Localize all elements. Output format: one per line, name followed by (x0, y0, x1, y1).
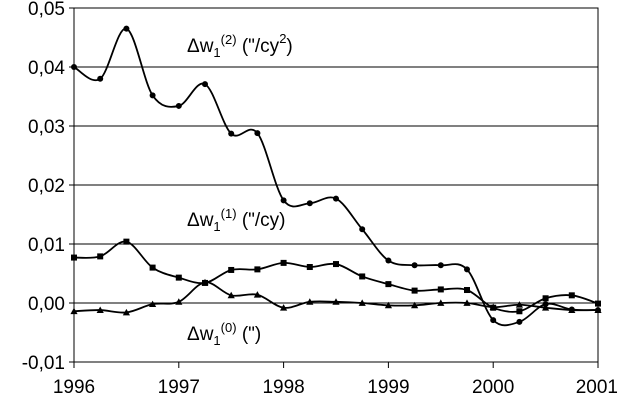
data-point-square (254, 266, 261, 273)
data-point-triangle (149, 300, 157, 308)
x-tick-label: 1997 (158, 377, 200, 398)
data-point-circle (254, 130, 261, 137)
y-tick-label: 0,01 (28, 235, 65, 256)
data-point-circle (411, 262, 418, 269)
data-point-triangle (280, 304, 288, 311)
data-point-circle (385, 257, 392, 264)
data-point-square (568, 292, 575, 299)
data-point-triangle (70, 307, 78, 315)
series-dw1-2-label: Δw1(2) ("/cy2) (187, 31, 293, 60)
y-tick-label: 0,02 (28, 176, 65, 197)
data-point-circle (437, 262, 444, 269)
x-tick-label: 1998 (262, 377, 304, 398)
series-dw1-2 (71, 25, 601, 327)
data-point-triangle (227, 291, 235, 299)
series-label-part: ("/cy (237, 36, 280, 57)
data-point-triangle (411, 301, 419, 309)
data-point-triangle (384, 301, 392, 309)
series-dw1-0 (70, 278, 602, 316)
data-point-triangle (515, 301, 523, 308)
x-tick-label: 2000 (472, 377, 514, 398)
series-label-part: (1) (221, 206, 237, 221)
series-label-part: ) (286, 36, 292, 57)
y-tick-label: 0,05 (28, 0, 65, 20)
data-point-circle (306, 200, 313, 207)
data-point-circle (175, 102, 182, 109)
data-point-square (359, 273, 366, 280)
data-point-circle (359, 226, 366, 233)
data-point-circle (333, 195, 339, 202)
series-label-part: ("/cy) (237, 210, 286, 231)
series-labels: Δw1(2) ("/cy2)Δw1(1) ("/cy)Δw1(0) (") (187, 31, 293, 348)
data-point-square (175, 274, 182, 281)
data-point-triangle (358, 299, 366, 306)
series-dw1-1-label: Δw1(1) ("/cy) (187, 206, 286, 234)
data-point-square (228, 266, 235, 273)
series-dw1-0-label: Δw1(0) (") (187, 320, 261, 348)
series-dw1-0-line (73, 281, 599, 314)
data-point-triangle (542, 304, 550, 311)
series-label-part: 2 (279, 31, 286, 46)
data-point-triangle (437, 299, 445, 306)
data-point-square (123, 238, 130, 245)
data-point-square (437, 286, 444, 293)
data-point-triangle (175, 298, 183, 305)
data-point-triangle (463, 299, 471, 306)
series-label-part: 1 (213, 219, 220, 234)
x-tick-label: 1996 (53, 377, 95, 398)
data-point-circle (280, 197, 287, 204)
x-tick-label: 1999 (367, 377, 409, 398)
data-point-circle (490, 317, 497, 324)
data-point-triangle (122, 308, 130, 316)
data-point-triangle (306, 298, 314, 305)
y-tick-label: 0,03 (28, 117, 65, 138)
data-point-square (97, 253, 104, 260)
data-point-triangle (201, 278, 209, 286)
axes: -0,01 0,00 0,01 0,02 0,03 0,04 0,05 1996 1997 199… (22, 0, 618, 398)
data-point-triangle (96, 306, 104, 313)
data-point-circle (228, 130, 235, 137)
data-point-circle (516, 318, 523, 325)
data-point-square (411, 287, 418, 294)
series-label-part: (2) (221, 32, 237, 47)
series-label-part: 1 (213, 45, 220, 60)
series-label-part: Δw (187, 36, 214, 57)
data-point-square (280, 259, 287, 266)
data-point-square (149, 264, 156, 271)
data-point-triangle (332, 298, 340, 305)
series-label-part: Δw (187, 210, 214, 231)
series-label-part: 1 (213, 333, 220, 348)
data-point-circle (149, 92, 156, 99)
data-point-square (542, 295, 549, 302)
data-point-square (516, 308, 523, 315)
y-tick-label: 0,00 (28, 294, 65, 315)
data-point-triangle (594, 306, 602, 313)
data-point-square (385, 281, 392, 288)
data-point-square (333, 261, 339, 268)
data-point-circle (202, 81, 208, 88)
data-point-triangle (489, 303, 497, 311)
plot-frame (73, 7, 599, 363)
data-point-square (464, 287, 470, 294)
series-dw1-1 (71, 238, 601, 315)
x-tick-label: 2001 (576, 377, 618, 398)
data-point-circle (464, 266, 470, 273)
series-label-part: (0) (221, 320, 237, 335)
y-tick-label: 0,04 (28, 58, 65, 79)
data-point-square (71, 254, 77, 261)
data-point-triangle (253, 291, 261, 298)
data-point-square (306, 264, 313, 271)
y-tick-label: -0,01 (22, 353, 65, 374)
data-point-square (595, 300, 601, 307)
data-point-circle (71, 64, 77, 70)
data-point-circle (97, 75, 104, 82)
series-dw1-2-line (73, 27, 599, 327)
series-group (70, 25, 602, 327)
data-point-circle (123, 25, 130, 32)
series-label-part: (") (237, 324, 262, 345)
data-point-triangle (568, 306, 576, 313)
series-label-part: Δw (187, 324, 214, 345)
